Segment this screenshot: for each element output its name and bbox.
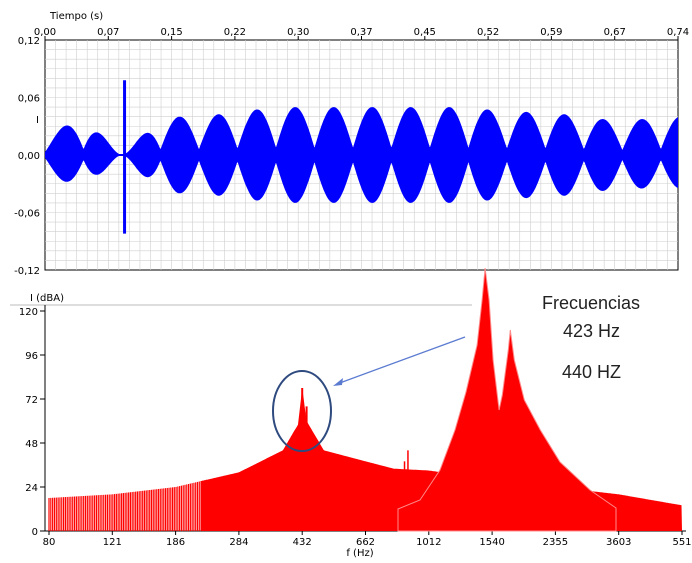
spectrum-y-tick-label: 48 (25, 439, 38, 450)
annotation-arrow (336, 336, 466, 385)
spectrum-x-tick-label: 1540 (479, 537, 504, 548)
waveform-x-tick-label: 0,15 (160, 27, 182, 38)
annotation-line-2: 423 Hz (563, 321, 620, 341)
waveform-x-ticks: 0,00 0,07 0,15 0,22 0,30 0,37 0,45 0,52 0,59 0,67… (34, 27, 689, 40)
annotation-arrowhead (333, 378, 343, 386)
spectrum-y-ticks: 120 96 72 48 24 0 (19, 307, 45, 538)
highlight-ellipse (272, 370, 332, 452)
waveform-y-tick-label: 0,06 (18, 94, 40, 105)
waveform-y-tick-label: -0,12 (14, 266, 40, 277)
annotation-line-1: Frecuencias (542, 293, 640, 313)
waveform-x-tick-label: 0,30 (287, 27, 309, 38)
waveform-y-tick-label: -0,06 (14, 209, 40, 220)
waveform-series (45, 80, 678, 234)
waveform-x-tick-label: 0,74 (667, 27, 689, 38)
spectrum-y-tick-label: 120 (19, 307, 38, 318)
spectrum-y-tick-label: 24 (25, 483, 38, 494)
waveform-y-ticks: 0,12 0,06 0,00 -0,06 -0,12 (14, 36, 40, 277)
spectrum-x-tick-label: 186 (166, 537, 185, 548)
waveform-x-tick-label: 0,37 (350, 27, 372, 38)
annotation-line-3: 440 HZ (562, 362, 621, 382)
spectrum-y-tick-label: 96 (25, 351, 38, 362)
spectrum-x-ticks: 80 121 186 284 432 662 1012 1540 2355 3603 551 (43, 531, 692, 548)
waveform-y-axis-title: I (36, 115, 39, 126)
spectrum-x-tick-label: 551 (672, 537, 691, 548)
spectrum-x-tick-label: 284 (229, 537, 248, 548)
spectrum-x-tick-label: 432 (293, 537, 312, 548)
spectrum-y-tick-label: 0 (32, 527, 38, 538)
spectrum-x-tick-label: 3603 (606, 537, 631, 548)
waveform-x-axis-title: Tiempo (s) (49, 11, 103, 22)
waveform-x-tick-label: 0,67 (604, 27, 626, 38)
waveform-y-tick-label: 0,00 (18, 151, 40, 162)
frequency-annotation: Frecuencias 423 Hz 440 HZ (272, 293, 640, 452)
waveform-x-tick-label: 0,00 (34, 27, 56, 38)
spectrum-x-axis-title: f (Hz) (346, 548, 373, 559)
waveform-x-tick-label: 0,59 (540, 27, 562, 38)
spectrum-x-tick-label: 662 (356, 537, 375, 548)
waveform-x-tick-label: 0,45 (414, 27, 436, 38)
waveform-x-tick-label: 0,22 (224, 27, 246, 38)
spectrum-x-tick-label: 1012 (416, 537, 441, 548)
spectrum-series (48, 267, 682, 532)
waveform-x-tick-label: 0,07 (97, 27, 119, 38)
spectrum-inset-peaks (397, 267, 617, 532)
spectrum-y-axis-title: I (dBA) (30, 293, 64, 304)
spectrum-x-tick-label: 2355 (543, 537, 568, 548)
waveform-y-tick-label: 0,12 (18, 36, 40, 47)
spectrum-x-tick-label: 80 (43, 537, 56, 548)
waveform-chart: Tiempo (s) I 0,00 0,07 0,15 0,22 0,30 0,37 0,4… (10, 11, 689, 306)
waveform-x-tick-label: 0,52 (477, 27, 499, 38)
spectrum-y-tick-label: 72 (25, 395, 38, 406)
spectrum-chart: I (dBA) 120 96 72 48 24 0 80 121 186 284 432 662 10… (19, 267, 692, 559)
spectrum-x-tick-label: 121 (103, 537, 122, 548)
